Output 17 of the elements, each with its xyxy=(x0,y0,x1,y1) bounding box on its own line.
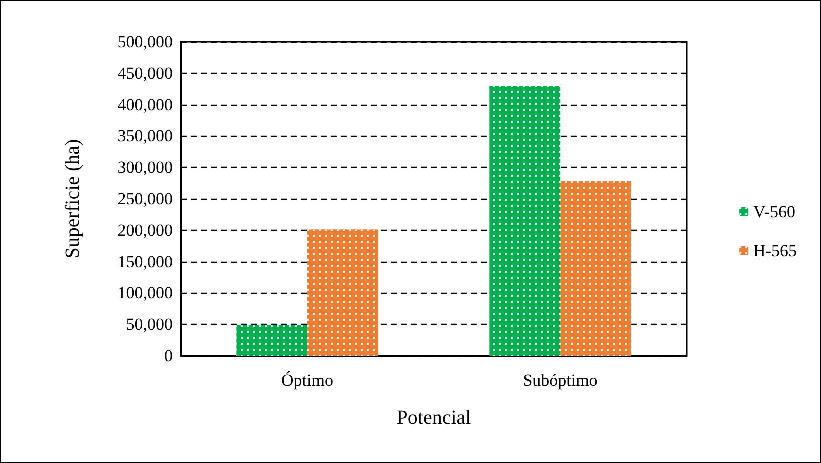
legend-label: V-560 xyxy=(754,202,796,222)
y-tick-label: 500,000 xyxy=(118,32,173,52)
y-axis-title: Superficie (ha) xyxy=(62,139,84,259)
x-tick-label: Óptimo xyxy=(282,371,334,390)
y-tick-label: 0 xyxy=(164,346,173,366)
y-tick-label: 150,000 xyxy=(118,252,173,272)
y-tick-label: 400,000 xyxy=(118,95,173,114)
x-axis-title: Potencial xyxy=(396,407,472,429)
y-tick-label: 450,000 xyxy=(118,64,173,83)
y-tick-label: 350,000 xyxy=(118,126,173,146)
legend-label: H-565 xyxy=(754,242,798,260)
y-tick-label: 100,000 xyxy=(118,284,173,303)
y-tick-label: 250,000 xyxy=(118,190,173,208)
y-tick-label: 200,000 xyxy=(118,220,173,240)
y-tick-label: 50,000 xyxy=(126,315,173,334)
y-tick-label: 300,000 xyxy=(118,158,173,178)
x-tick-label: Subóptimo xyxy=(523,371,598,390)
